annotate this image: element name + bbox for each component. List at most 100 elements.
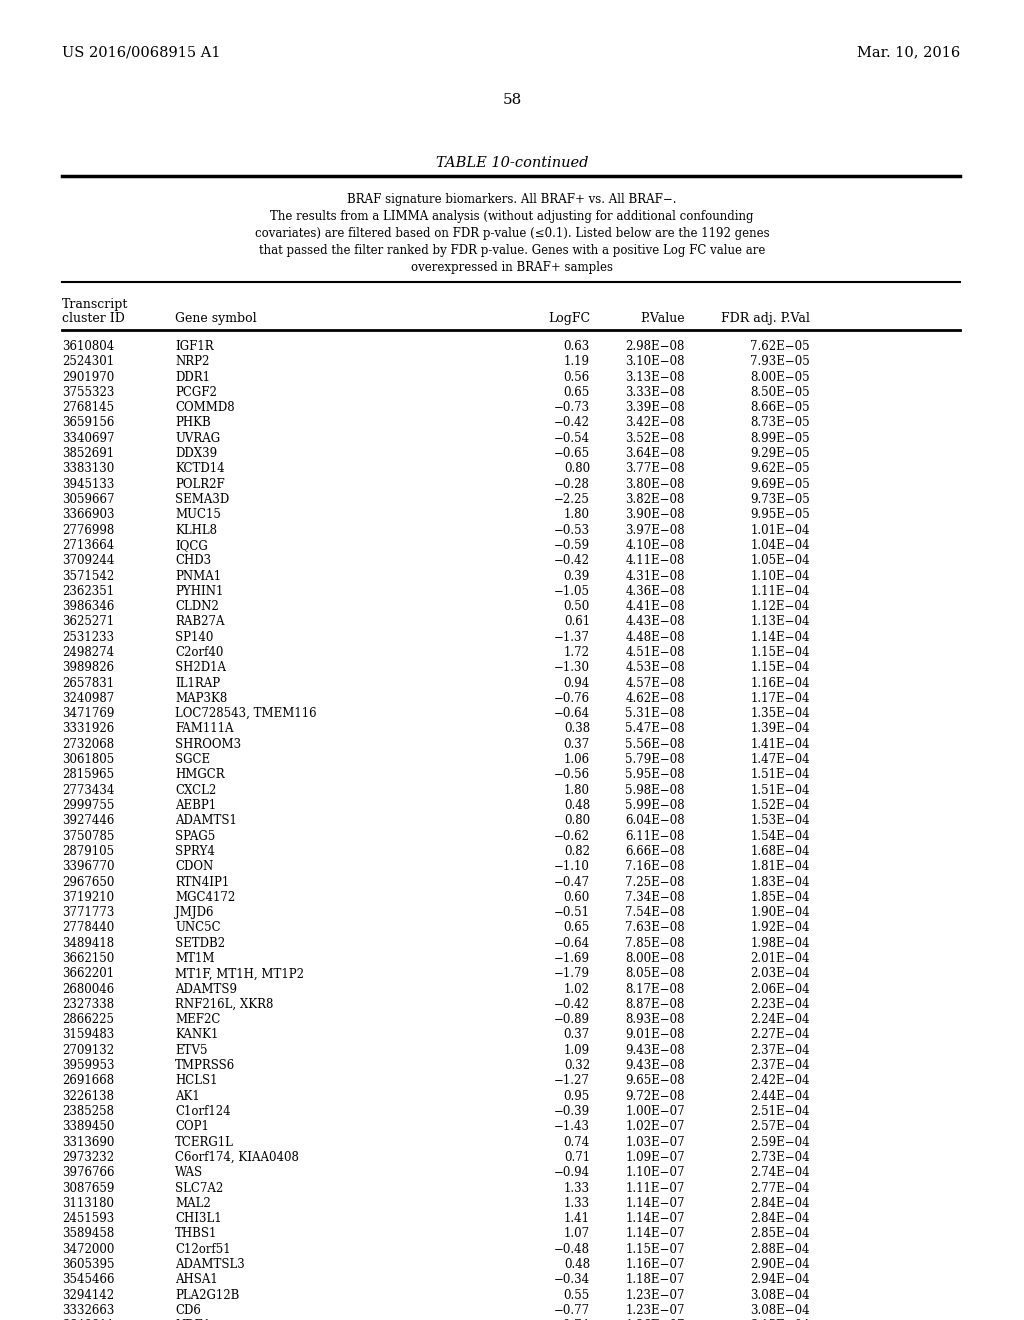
Text: 2973232: 2973232 [62,1151,114,1164]
Text: −0.39: −0.39 [554,1105,590,1118]
Text: 1.19: 1.19 [564,355,590,368]
Text: 0.32: 0.32 [564,1059,590,1072]
Text: NRP2: NRP2 [175,355,209,368]
Text: 1.11E−04: 1.11E−04 [751,585,810,598]
Text: 2879105: 2879105 [62,845,114,858]
Text: 3945133: 3945133 [62,478,115,491]
Text: 3.97E−08: 3.97E−08 [626,524,685,537]
Text: LogFC: LogFC [548,312,590,325]
Text: 0.65: 0.65 [564,921,590,935]
Text: 3.77E−08: 3.77E−08 [626,462,685,475]
Text: US 2016/0068915 A1: US 2016/0068915 A1 [62,45,220,59]
Text: MUC15: MUC15 [175,508,221,521]
Text: CHD3: CHD3 [175,554,211,568]
Text: −0.94: −0.94 [554,1166,590,1179]
Text: 1.47E−04: 1.47E−04 [751,754,810,766]
Text: 3989826: 3989826 [62,661,114,675]
Text: 1.33: 1.33 [564,1181,590,1195]
Text: COP1: COP1 [175,1121,209,1134]
Text: 0.37: 0.37 [564,738,590,751]
Text: 0.56: 0.56 [564,371,590,384]
Text: 9.62E−05: 9.62E−05 [751,462,810,475]
Text: 8.99E−05: 8.99E−05 [751,432,810,445]
Text: AK1: AK1 [175,1090,200,1102]
Text: 3750785: 3750785 [62,829,115,842]
Text: 1.23E−07: 1.23E−07 [626,1304,685,1317]
Text: 3605395: 3605395 [62,1258,115,1271]
Text: 1.12E−04: 1.12E−04 [751,601,810,612]
Text: PYHIN1: PYHIN1 [175,585,223,598]
Text: 2866225: 2866225 [62,1014,114,1026]
Text: 2776998: 2776998 [62,524,115,537]
Text: 1.85E−04: 1.85E−04 [751,891,810,904]
Text: WAS: WAS [175,1166,203,1179]
Text: COMMD8: COMMD8 [175,401,234,414]
Text: 3571542: 3571542 [62,569,115,582]
Text: 0.48: 0.48 [564,1258,590,1271]
Text: HCLS1: HCLS1 [175,1074,217,1088]
Text: 3489418: 3489418 [62,937,114,949]
Text: −1.10: −1.10 [554,861,590,874]
Text: C6orf174, KIAA0408: C6orf174, KIAA0408 [175,1151,299,1164]
Text: 9.65E−08: 9.65E−08 [626,1074,685,1088]
Text: KLHL8: KLHL8 [175,524,217,537]
Text: −1.05: −1.05 [554,585,590,598]
Text: 2.88E−04: 2.88E−04 [751,1242,810,1255]
Text: PLA2G12B: PLA2G12B [175,1288,240,1302]
Text: 2.51E−04: 2.51E−04 [751,1105,810,1118]
Text: 2709132: 2709132 [62,1044,114,1057]
Text: 0.80: 0.80 [564,462,590,475]
Text: −0.64: −0.64 [554,708,590,721]
Text: 8.50E−05: 8.50E−05 [751,385,810,399]
Text: THBS1: THBS1 [175,1228,217,1241]
Text: PCGF2: PCGF2 [175,385,217,399]
Text: SH2D1A: SH2D1A [175,661,226,675]
Text: −0.42: −0.42 [554,998,590,1011]
Text: 1.05E−04: 1.05E−04 [751,554,810,568]
Text: 1.80: 1.80 [564,784,590,797]
Text: 1.52E−04: 1.52E−04 [751,799,810,812]
Text: 6.66E−08: 6.66E−08 [626,845,685,858]
Text: 3610804: 3610804 [62,341,115,352]
Text: 1.15E−04: 1.15E−04 [751,645,810,659]
Text: 3719210: 3719210 [62,891,114,904]
Text: −0.56: −0.56 [554,768,590,781]
Text: 2.94E−04: 2.94E−04 [751,1274,810,1286]
Text: −1.30: −1.30 [554,661,590,675]
Text: 8.00E−08: 8.00E−08 [626,952,685,965]
Text: −2.25: −2.25 [554,492,590,506]
Text: 3976766: 3976766 [62,1166,115,1179]
Text: 1.07: 1.07 [564,1228,590,1241]
Text: 3771773: 3771773 [62,906,115,919]
Text: SPRY4: SPRY4 [175,845,215,858]
Text: −0.47: −0.47 [554,875,590,888]
Text: 0.71: 0.71 [564,1151,590,1164]
Text: 1.09E−07: 1.09E−07 [626,1151,685,1164]
Text: BRAF signature biomarkers. All BRAF+ vs. All BRAF−.: BRAF signature biomarkers. All BRAF+ vs.… [347,193,677,206]
Text: 0.48: 0.48 [564,799,590,812]
Text: 8.66E−05: 8.66E−05 [751,401,810,414]
Text: −0.42: −0.42 [554,417,590,429]
Text: −1.79: −1.79 [554,968,590,981]
Text: 1.54E−04: 1.54E−04 [751,829,810,842]
Text: 1.81E−04: 1.81E−04 [751,861,810,874]
Text: MAL2: MAL2 [175,1197,211,1210]
Text: 3471769: 3471769 [62,708,115,721]
Text: 9.29E−05: 9.29E−05 [751,447,810,461]
Text: 2498274: 2498274 [62,645,114,659]
Text: MT1M: MT1M [175,952,214,965]
Text: 3755323: 3755323 [62,385,115,399]
Text: 0.63: 0.63 [564,341,590,352]
Text: 7.93E−05: 7.93E−05 [751,355,810,368]
Text: 2.90E−04: 2.90E−04 [751,1258,810,1271]
Text: 1.83E−04: 1.83E−04 [751,875,810,888]
Text: 2.59E−04: 2.59E−04 [751,1135,810,1148]
Text: 2773434: 2773434 [62,784,115,797]
Text: SETDB2: SETDB2 [175,937,225,949]
Text: 2.85E−04: 2.85E−04 [751,1228,810,1241]
Text: C2orf40: C2orf40 [175,645,223,659]
Text: 1.10E−04: 1.10E−04 [751,569,810,582]
Text: 1.04E−04: 1.04E−04 [751,539,810,552]
Text: SPAG5: SPAG5 [175,829,215,842]
Text: 3.08E−04: 3.08E−04 [751,1288,810,1302]
